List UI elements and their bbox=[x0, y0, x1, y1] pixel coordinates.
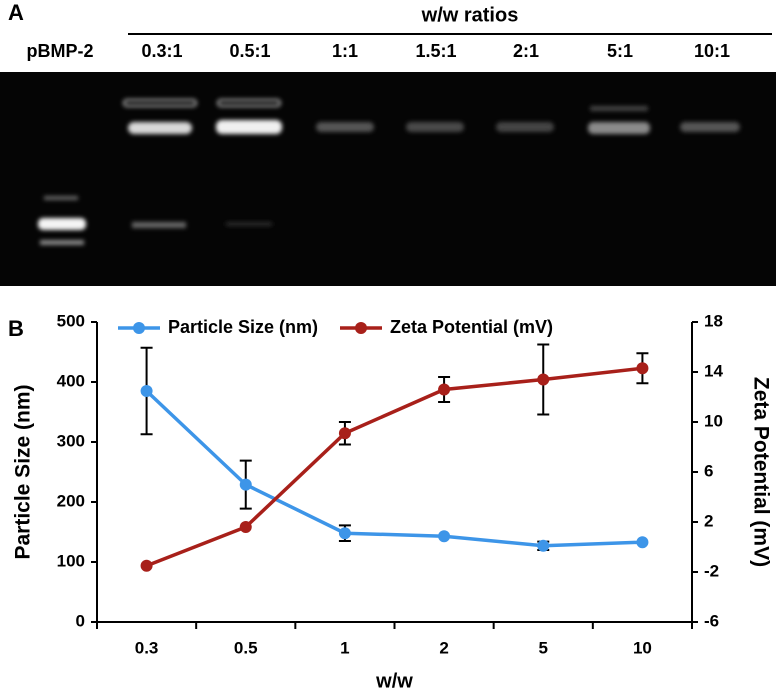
data-point bbox=[338, 527, 351, 540]
gel-image bbox=[0, 72, 776, 286]
lane-label: 1.5:1 bbox=[415, 41, 456, 61]
lane-label: 1:1 bbox=[332, 41, 358, 61]
y-tick-label: 100 bbox=[57, 551, 85, 570]
panel-label: B bbox=[8, 316, 24, 341]
data-point bbox=[636, 362, 649, 375]
data-point bbox=[239, 521, 252, 533]
data-point bbox=[140, 385, 153, 397]
data-point bbox=[636, 536, 649, 549]
y2-tick-label: 2 bbox=[704, 511, 713, 530]
lane-label: 0.3:1 bbox=[141, 41, 182, 61]
y-tick-label: 400 bbox=[57, 371, 85, 390]
x-tick-label: 5 bbox=[539, 638, 548, 657]
legend-label: Particle Size (nm) bbox=[168, 317, 318, 337]
y2-tick-label: -2 bbox=[704, 561, 719, 580]
chart: 0 100 200 300 400 500 -6 -2 2 6 10 14 18 0.3 0.5 1 2 5 10 w… bbox=[12, 311, 773, 692]
legend-marker bbox=[355, 322, 367, 334]
y2-tick-label: 14 bbox=[704, 361, 723, 380]
data-point bbox=[140, 559, 153, 572]
lane-label: 5:1 bbox=[607, 41, 633, 61]
y2-tick-label: -6 bbox=[704, 611, 719, 630]
x-tick-label: 10 bbox=[633, 638, 652, 657]
lane-label: pBMP-2 bbox=[27, 41, 94, 61]
x-tick-label: 1 bbox=[340, 638, 349, 657]
x-tick-label: 0.3 bbox=[135, 638, 159, 657]
x-tick-label: 0.5 bbox=[234, 638, 258, 657]
series-line bbox=[145, 389, 643, 548]
data-point bbox=[537, 373, 550, 386]
gel-bands bbox=[38, 99, 740, 245]
lane-label: 2:1 bbox=[513, 41, 539, 61]
y-tick-label: 0 bbox=[76, 611, 85, 630]
data-point bbox=[239, 478, 252, 491]
data-point bbox=[438, 530, 451, 543]
y-axis-label: Particle Size (nm) bbox=[12, 384, 35, 559]
y2-tick-label: 6 bbox=[704, 461, 713, 480]
y-tick-label: 300 bbox=[57, 431, 85, 450]
legend-label: Zeta Potential (mV) bbox=[390, 317, 553, 337]
legend-marker bbox=[133, 322, 145, 334]
y2-axis-label: Zeta Potential (mV) bbox=[749, 377, 772, 567]
y2-tick-label: 18 bbox=[704, 311, 723, 330]
y-tick-label: 200 bbox=[57, 491, 85, 510]
data-point bbox=[438, 383, 451, 396]
data-point bbox=[338, 427, 351, 440]
y2-tick-label: 10 bbox=[704, 411, 723, 430]
lane-label: 10:1 bbox=[694, 41, 730, 61]
x-tick-label: 2 bbox=[439, 638, 448, 657]
panel-label: A bbox=[8, 0, 24, 25]
series-line bbox=[145, 366, 643, 568]
gel-header: w/w ratios bbox=[421, 4, 519, 26]
x-axis-label: w/w bbox=[375, 670, 413, 692]
y-tick-label: 500 bbox=[57, 311, 85, 330]
lane-labels: pBMP-2 0.3:1 0.5:1 1:1 1.5:1 2:1 5:1 10:1 bbox=[27, 41, 731, 61]
lane-label: 0.5:1 bbox=[229, 41, 270, 61]
data-point bbox=[537, 539, 550, 552]
